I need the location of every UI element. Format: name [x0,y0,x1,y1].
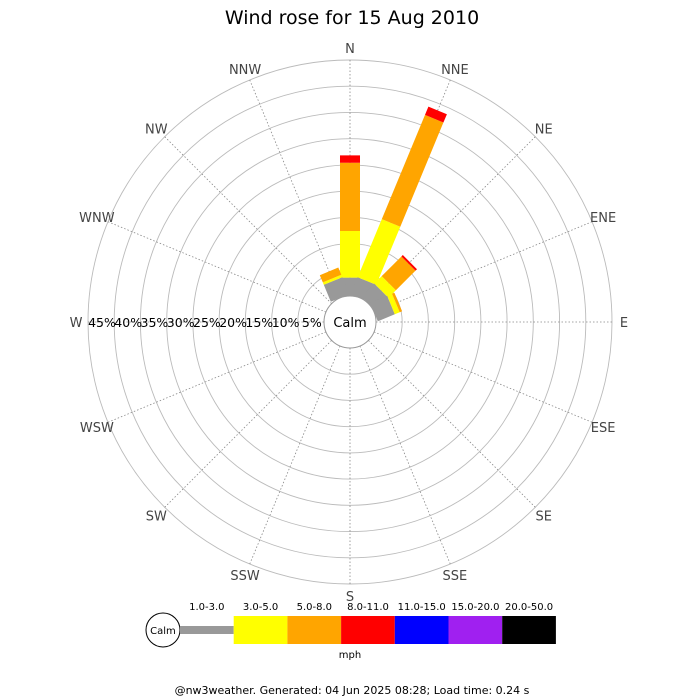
direction-label-se: SE [535,510,551,525]
legend-bin-label: 8.0-11.0 [347,602,389,613]
direction-labels: N NNE NE ENE E ESE SE SSE S SSW SW WSW W WNW NW NNW [70,42,629,605]
bar-segment-nnw [319,267,342,283]
direction-label-nne: NNE [441,63,469,78]
bar-segment-nne [381,114,444,227]
speed-legend: Calm 1.0-3.0 3.0-5.0 5.0-8.0 8.0-11.0 11.0-15… [145,602,556,648]
ring-label: 20% [219,315,247,330]
spoke-ene [373,221,593,313]
legend-bin-label: 20.0-50.0 [505,602,553,613]
legend-swatch [180,626,234,634]
wind-bars [319,106,447,322]
bar-segment-n [340,231,360,278]
legend-swatch [287,616,342,644]
bar-segment-ene [370,295,395,322]
direction-label-ese: ESE [591,421,616,436]
unit-label: mph [339,650,361,661]
bar-segment-n [340,155,360,163]
legend-bin-label: 11.0-15.0 [398,602,446,613]
footer-text: @nw3weather. Generated: 04 Jun 2025 08:2… [175,684,530,697]
bar-segment-ene [387,293,400,315]
ring-label: 30% [167,315,195,330]
bar-segment-ene [392,292,403,313]
direction-label-n: N [345,42,355,57]
bar-segment-nne [357,219,401,285]
bar-segment-nnw [323,277,350,302]
calm-circle [323,295,377,349]
ring-circle [139,111,561,533]
ring-label: 40% [114,315,142,330]
direction-label-ssw: SSW [230,569,260,584]
bar-segment-ne [374,276,396,298]
direction-label-sw: SW [146,510,167,525]
bar-segment-nnw [322,274,343,285]
legend-swatch [448,616,503,644]
bar-segment-nne [425,106,447,123]
direction-label-wsw: WSW [80,421,114,436]
spoke-nnw [249,79,341,299]
direction-label-s: S [346,590,354,605]
legend-bin-label: 1.0-3.0 [189,602,224,613]
calm-center-label: Calm [333,316,366,331]
ring-label: 45% [88,315,116,330]
legend-swatch [341,616,395,644]
spoke-ssw [249,345,341,565]
direction-label-ne: NE [535,122,553,137]
ring-circle [166,138,534,506]
spoke-nw [164,136,332,304]
bar-segment-n [340,162,360,231]
direction-label-wnw: WNW [79,211,115,226]
bar-segment-ne [401,255,417,271]
ring-circle [113,85,587,559]
legend-calm-label: Calm [150,626,176,637]
ring-labels: 5%10%15%20%25%30%35%40%45% [88,315,322,330]
spoke-wnw [107,221,327,313]
direction-label-nw: NW [145,122,168,137]
spoke-ese [373,331,593,423]
spoke-wsw [107,331,327,423]
legend-bin-label: 3.0-5.0 [243,602,278,613]
direction-label-e: E [620,316,628,331]
direction-label-ene: ENE [590,211,616,226]
direction-label-sse: SSE [443,569,468,584]
direction-label-nnw: NNW [229,63,261,78]
legend-bin-label: 15.0-20.0 [451,602,499,613]
spoke-sw [164,340,332,508]
legend-swatch [233,616,288,644]
direction-label-w: W [70,316,83,331]
spoke-sse [359,345,451,565]
legend-swatch [394,616,449,644]
legend-swatch [502,616,556,644]
ring-label: 25% [193,315,221,330]
ring-label: 15% [245,315,273,330]
legend-bin-label: 5.0-8.0 [297,602,332,613]
chart-title: Wind rose for 15 Aug 2010 [225,7,479,29]
bar-segment-ne [381,256,416,291]
ring-label: 35% [141,315,169,330]
spoke-se [368,340,536,508]
ring-label: 5% [302,315,322,330]
ring-label: 10% [272,315,300,330]
